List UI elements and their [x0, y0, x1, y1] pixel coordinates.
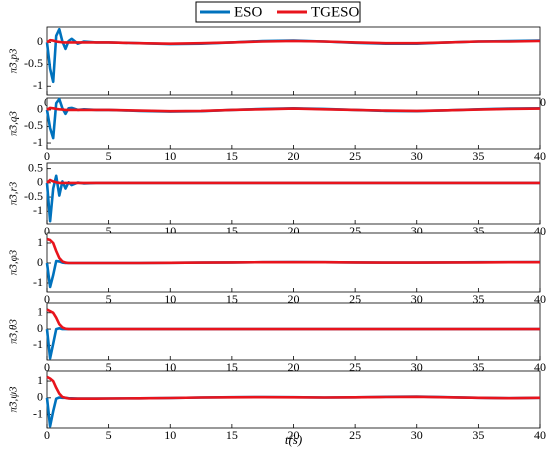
y-axis-label: π̃3,φ3 [8, 249, 20, 275]
x-tick-label: 15 [226, 149, 238, 163]
x-tick-label: 5 [106, 149, 112, 163]
x-tick-label: 30 [411, 149, 423, 163]
series-line [46, 178, 540, 185]
y-tick-label: 1 [37, 305, 43, 319]
x-tick-label: 0 [44, 149, 50, 163]
x-tick-label: 25 [349, 360, 361, 374]
series-line [46, 38, 541, 45]
x-tick-label: 10 [164, 360, 176, 374]
x-tick-label: 35 [472, 292, 484, 306]
series-line [46, 237, 540, 265]
x-tick-label: 30 [411, 428, 423, 442]
x-tick-label: 0 [44, 360, 50, 374]
x-tick-label: 15 [226, 428, 238, 442]
x-tick-label: 20 [288, 360, 300, 374]
plot-frame [46, 162, 541, 225]
x-tick-label: 20 [288, 149, 300, 163]
y-tick-label: 1 [37, 373, 43, 387]
plot-frame [46, 26, 541, 96]
x-tick-label: 20 [288, 292, 300, 306]
x-tick-label: 10 [164, 149, 176, 163]
x-tick-label: 35 [472, 360, 484, 374]
legend-label: TGESO [311, 4, 360, 20]
x-tick-label: 25 [349, 292, 361, 306]
y-tick-label: 0 [37, 255, 43, 269]
y-tick-label: 0 [37, 34, 43, 48]
x-tick-label: 5 [106, 292, 112, 306]
y-tick-label: -1 [33, 135, 43, 149]
y-tick-label: -1 [33, 275, 43, 289]
y-axis-label: π̃3,θ3 [8, 319, 20, 344]
x-tick-label: 15 [226, 360, 238, 374]
x-tick-label: 10 [164, 428, 176, 442]
x-tick-label: 20 [288, 428, 300, 442]
x-tick-label: 25 [349, 428, 361, 442]
x-tick-label: 10 [164, 292, 176, 306]
y-axis-label: π̃3,ψ3 [8, 386, 20, 413]
series-line [46, 308, 540, 331]
x-tick-label: 40 [534, 360, 546, 374]
x-tick-label: 30 [411, 292, 423, 306]
x-tick-label: 0 [44, 292, 50, 306]
x-tick-label: 35 [472, 428, 484, 442]
legend-label: ESO [234, 4, 263, 20]
x-tick-label: 0 [44, 224, 50, 238]
x-tick-label: 30 [411, 360, 423, 374]
x-tick-label: 40 [534, 428, 546, 442]
y-axis-label: π̃3,q3 [8, 111, 20, 136]
series-line [46, 106, 541, 113]
x-tick-label: 5 [106, 360, 112, 374]
y-axis-label: π̃3,r3 [8, 181, 20, 205]
x-tick-label: 40 [534, 292, 546, 306]
y-tick-label: 0 [37, 321, 43, 335]
x-tick-label: 0 [44, 428, 50, 442]
y-tick-label: -1 [33, 406, 43, 420]
plot-frame [46, 302, 541, 361]
x-tick-label: 40 [534, 149, 546, 163]
y-tick-label: 0.5 [28, 160, 43, 174]
y-tick-label: 1 [37, 235, 43, 249]
plot-frame [46, 97, 541, 150]
series-line [46, 375, 541, 400]
x-tick-label: 5 [106, 224, 112, 238]
x-axis-label: t(s) [285, 432, 302, 447]
y-tick-label: 0 [37, 175, 43, 189]
y-tick-label: -1 [33, 337, 43, 351]
y-tick-label: -1 [33, 78, 43, 92]
x-tick-label: 25 [349, 149, 361, 163]
x-tick-label: 15 [226, 292, 238, 306]
y-tick-label: -1 [33, 203, 43, 217]
x-tick-label: 5 [106, 428, 112, 442]
y-tick-label: -0.5 [24, 189, 43, 203]
y-tick-label: -0.5 [24, 56, 43, 70]
x-tick-label: 35 [472, 149, 484, 163]
y-tick-label: 0 [37, 102, 43, 116]
y-tick-label: 0 [37, 390, 43, 404]
y-axis-label: π̃3,p3 [8, 48, 20, 73]
y-tick-label: -0.5 [24, 118, 43, 132]
